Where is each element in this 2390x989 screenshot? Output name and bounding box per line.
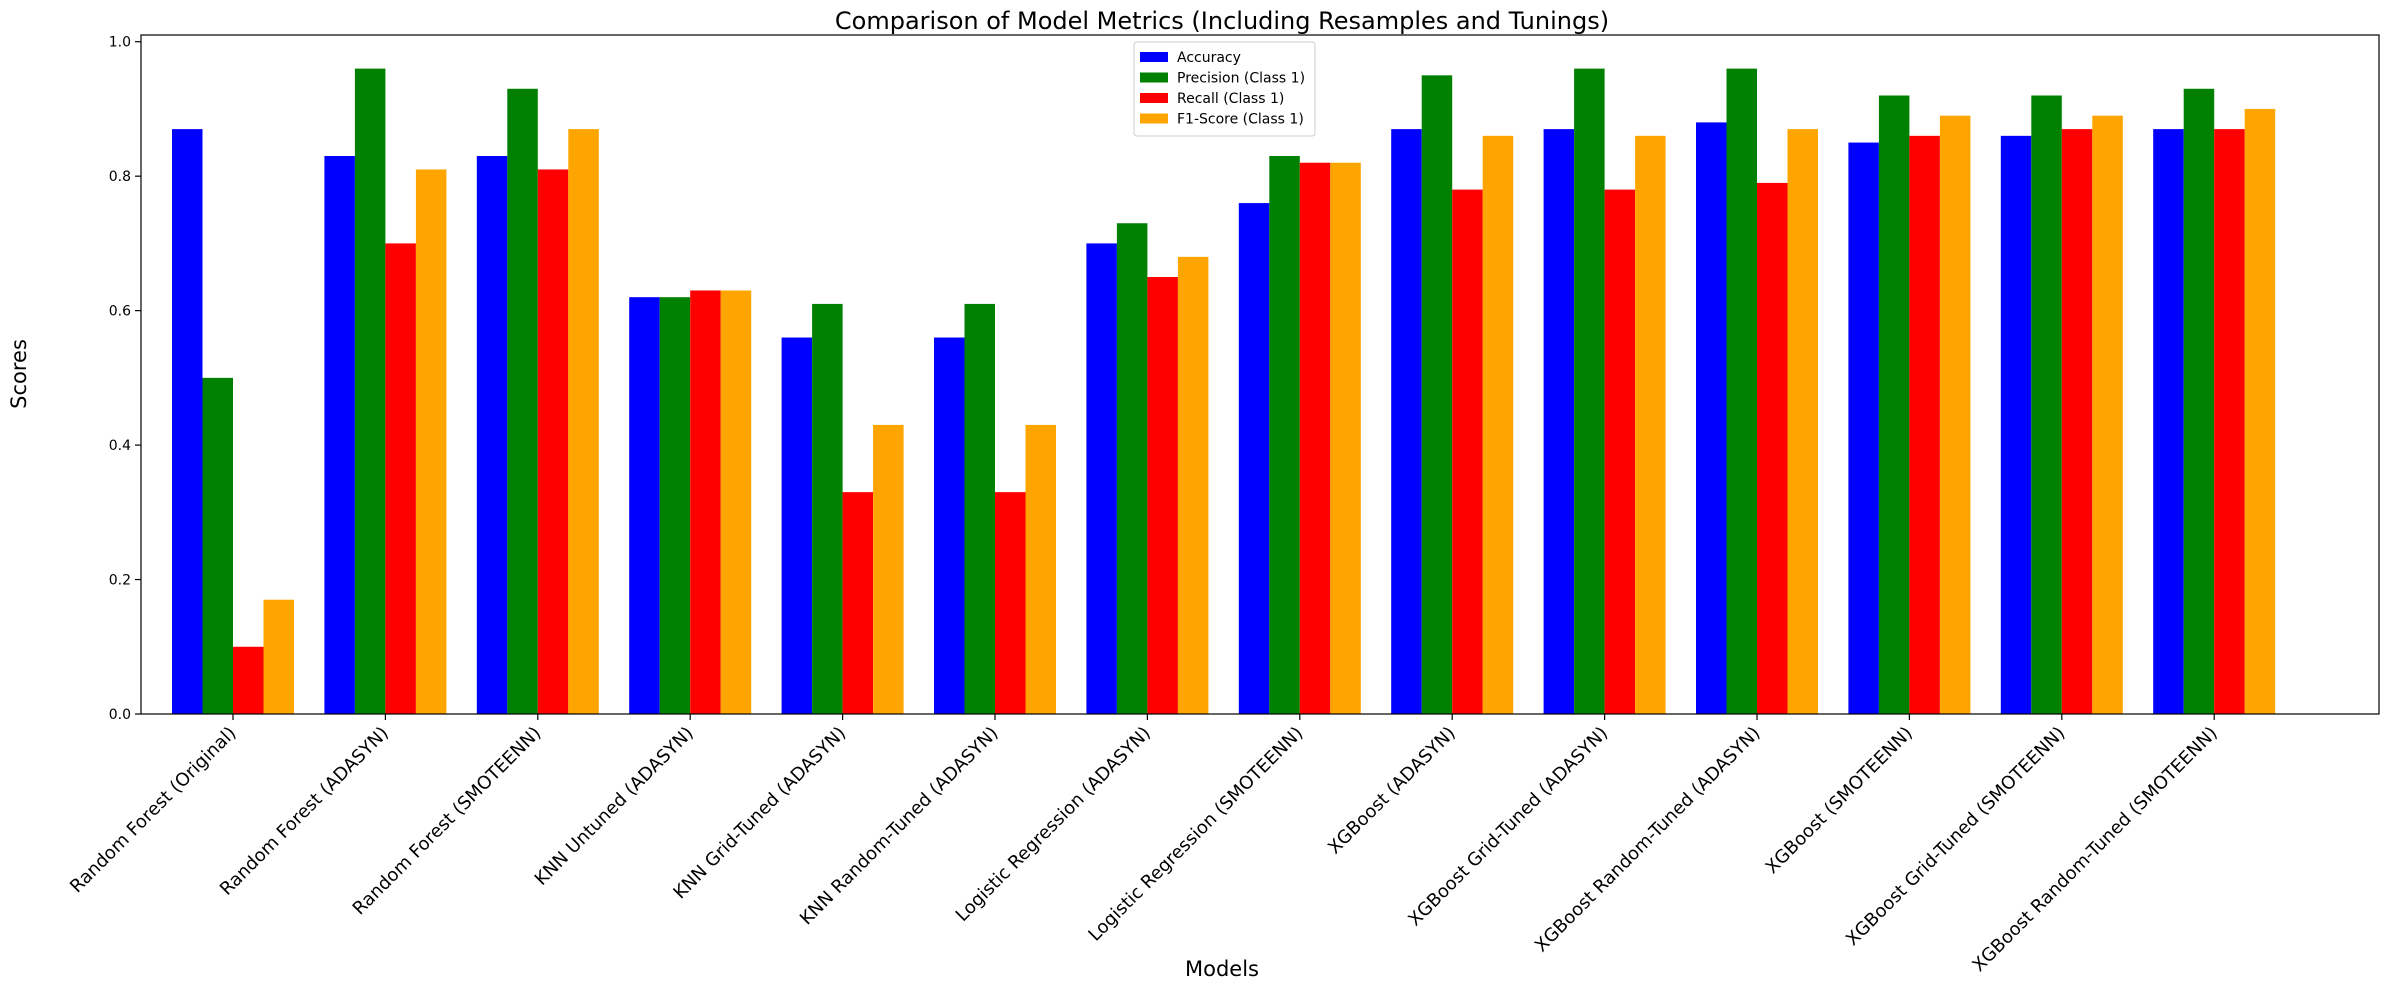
bar-2-10 — [1574, 68, 1605, 715]
bar-3-11 — [1757, 182, 1788, 714]
bar-4-10 — [1635, 135, 1666, 715]
chart-title: Comparison of Model Metrics (Including R… — [835, 7, 1609, 35]
bar-4-4 — [720, 290, 752, 714]
legend-swatch — [1140, 113, 1168, 124]
bar-2-3 — [507, 88, 538, 714]
bar-1-2 — [324, 156, 355, 714]
bar-1-7 — [1086, 243, 1117, 714]
bar-1-14 — [2153, 129, 2184, 714]
bar-1-10 — [1543, 129, 1575, 714]
bar-3-14 — [2214, 129, 2245, 714]
bar-1-1 — [172, 129, 203, 714]
y-tick-label: 0.4 — [109, 438, 131, 454]
legend-swatch — [1140, 72, 1168, 83]
legend-label: F1-Score (Class 1) — [1177, 112, 1304, 128]
bar-2-8 — [1269, 156, 1300, 714]
bar-3-4 — [690, 290, 721, 714]
bar-1-8 — [1238, 203, 1270, 714]
y-axis: 0.0 0.2 0.4 0.6 0.8 1.0 — [109, 35, 141, 723]
bar-2-2 — [354, 68, 386, 715]
bar-4-12 — [1939, 115, 1971, 715]
bar-4-1 — [263, 599, 294, 714]
y-tick-label: 0.0 — [109, 707, 131, 723]
bar-1-5 — [781, 337, 813, 714]
bar-3-10 — [1604, 189, 1636, 714]
y-tick-label: 0.8 — [109, 169, 131, 185]
bar-4-13 — [2092, 115, 2123, 715]
y-axis-title: Scores — [7, 339, 31, 409]
bar-1-11 — [1696, 122, 1727, 714]
bars-layer — [172, 68, 2276, 715]
x-tick-label: XGBoost (SMOTEENN) — [1762, 723, 1917, 878]
x-tick-label: XGBoost Random-Tuned (SMOTEENN) — [1968, 723, 2221, 976]
legend-box — [1133, 41, 1316, 137]
bar-1-12 — [1848, 142, 1879, 714]
bar-3-9 — [1452, 189, 1483, 714]
x-tick-label: Random Forest (Original) — [66, 723, 240, 897]
x-tick-label: Random Forest (ADASYN) — [216, 723, 393, 900]
y-tick-label: 0.2 — [109, 573, 131, 589]
bar-3-8 — [1299, 162, 1331, 715]
bar-4-7 — [1177, 256, 1209, 714]
bar-3-12 — [1909, 135, 1940, 715]
bar-4-3 — [568, 129, 599, 714]
plot-frame — [140, 34, 2380, 715]
legend-swatch — [1140, 52, 1168, 62]
bar-4-11 — [1787, 129, 1818, 714]
legend-label: Precision (Class 1) — [1177, 71, 1305, 87]
x-axis: Random Forest (Original)Random Forest (A… — [66, 714, 2222, 976]
bar-3-6 — [995, 492, 1026, 714]
bar-2-7 — [1116, 223, 1148, 715]
x-tick-label: KNN Untuned (ADASYN) — [531, 723, 698, 890]
bar-1-6 — [934, 337, 965, 714]
bar-1-3 — [476, 156, 508, 714]
bar-2-13 — [2031, 95, 2062, 714]
bar-3-5 — [842, 492, 874, 714]
x-axis-title: Models — [1185, 957, 1259, 981]
bar-1-9 — [1391, 129, 1422, 714]
bar-3-1 — [233, 646, 264, 714]
bar-2-12 — [1878, 95, 1910, 714]
legend-label: Recall (Class 1) — [1177, 91, 1284, 107]
bar-4-9 — [1482, 135, 1514, 715]
legend-swatch — [1140, 93, 1168, 103]
x-tick-label: XGBoost (ADASYN) — [1324, 723, 1460, 859]
bar-1-13 — [2000, 135, 2032, 715]
legend: Accuracy Precision (Class 1) Recall (Class… — [1133, 41, 1316, 137]
y-tick-label: 1.0 — [109, 35, 131, 51]
bar-2-5 — [812, 303, 843, 714]
bar-2-6 — [964, 303, 995, 714]
bar-2-4 — [659, 297, 691, 714]
bar-4-6 — [1025, 424, 1056, 714]
bar-2-11 — [1726, 68, 1757, 715]
bar-4-8 — [1330, 162, 1361, 715]
bar-3-13 — [2061, 129, 2093, 714]
bar-4-14 — [2244, 108, 2276, 714]
bar-1-4 — [629, 297, 660, 714]
bar-3-3 — [537, 169, 569, 714]
bar-2-1 — [202, 377, 233, 714]
bar-4-2 — [415, 169, 447, 714]
bar-2-14 — [2183, 88, 2215, 714]
x-tick-label: KNN Grid-Tuned (ADASYN) — [669, 723, 850, 904]
y-tick-label: 0.6 — [109, 304, 131, 320]
legend-label: Accuracy — [1177, 50, 1241, 66]
bar-3-2 — [385, 243, 416, 714]
bar-2-9 — [1421, 75, 1453, 715]
bar-3-7 — [1147, 277, 1178, 714]
bar-4-5 — [873, 424, 904, 714]
